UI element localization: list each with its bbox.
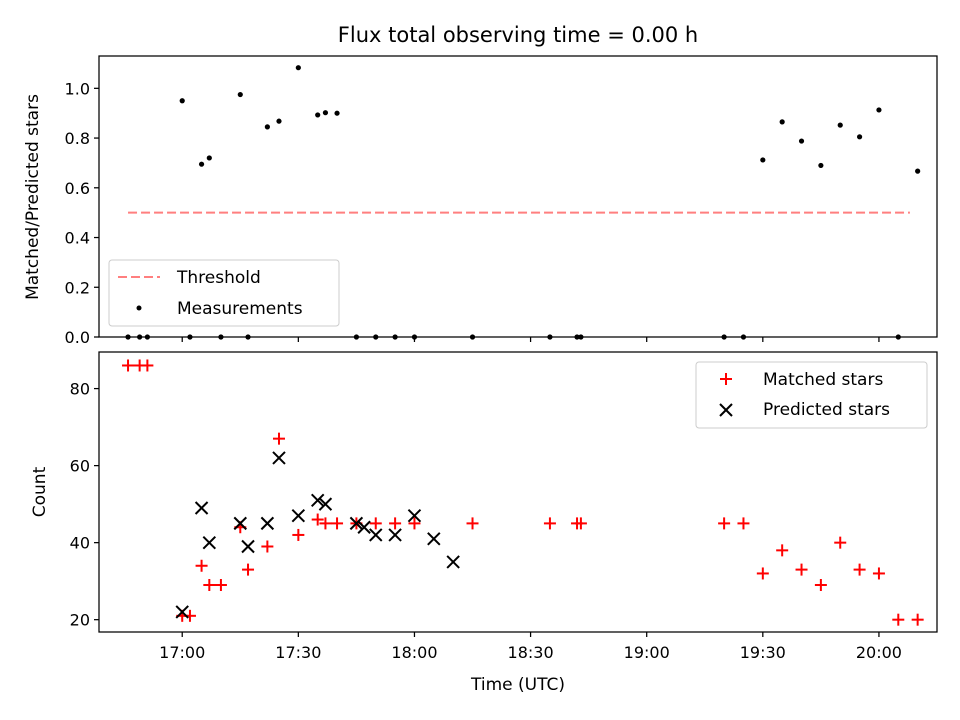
x-tick-label: 19:00 <box>624 643 670 662</box>
legend-predicted-swatch <box>719 403 733 417</box>
matched-point <box>911 613 924 626</box>
matched-point <box>214 579 227 592</box>
predicted-point <box>369 528 383 542</box>
measurement-point <box>322 110 329 116</box>
measurement-point <box>198 161 205 167</box>
predicted-point <box>407 508 422 523</box>
predicted-point <box>388 528 402 542</box>
legend-matched-swatch <box>720 373 732 385</box>
matched-point <box>331 517 344 530</box>
bottom-y-tick-label: 40 <box>70 534 90 553</box>
measurement-point <box>856 134 863 140</box>
x-tick-label: 19:30 <box>740 643 786 662</box>
matched-point <box>272 432 285 445</box>
measurement-point <box>334 110 340 116</box>
measurement-point <box>837 122 843 128</box>
legend-measurements-label: Measurements <box>177 299 303 319</box>
predicted-point <box>318 497 333 511</box>
top-panel: 0.0 0.2 0.4 0.6 0.8 1.0 Matched/Predicted sta… <box>23 55 938 347</box>
top-y-axis-label: Matched/Predicted stars <box>23 94 43 300</box>
matched-point <box>574 517 587 530</box>
legend-threshold-label: Threshold <box>176 268 261 288</box>
measurement-point <box>315 112 321 118</box>
predicted-point <box>310 493 325 507</box>
predicted-point <box>291 508 306 523</box>
top-y-tick-label: 0.4 <box>65 229 90 248</box>
x-tick-label: 17:00 <box>159 643 205 662</box>
bottom-legend: Matched stars Predicted stars <box>695 361 928 429</box>
measurement-point <box>915 168 921 174</box>
bottom-panel: 17:00 17:30 18:00 18:30 19:00 19:30 20:00 20 40 6… <box>30 351 938 695</box>
matched-point <box>319 517 332 530</box>
predicted-point <box>175 605 189 619</box>
matched-point <box>122 359 135 372</box>
matched-point <box>466 517 479 530</box>
bottom-frame <box>98 351 938 633</box>
matched-point <box>242 563 255 576</box>
matched-point <box>141 359 154 372</box>
matched-point <box>834 536 847 549</box>
matched-point <box>776 544 789 557</box>
matched-point <box>814 579 827 592</box>
matched-point <box>872 567 885 580</box>
measurement-point <box>876 107 882 113</box>
matched-point <box>261 540 274 553</box>
legend-measurements-swatch <box>136 305 142 311</box>
predicted-point <box>241 539 255 554</box>
matched-point <box>853 563 866 576</box>
matched-point <box>795 563 808 576</box>
x-tick-label: 18:00 <box>391 643 437 662</box>
bottom-y-axis-label: Count <box>30 466 50 517</box>
matched-point <box>389 517 402 530</box>
x-tick-label: 18:30 <box>508 643 554 662</box>
predicted-point <box>357 520 371 534</box>
legend-matched-label: Matched stars <box>763 370 883 390</box>
predicted-point <box>202 535 217 550</box>
measurement-point <box>179 98 185 104</box>
measurement-point <box>818 162 824 169</box>
matched-point <box>369 517 382 530</box>
measurement-point <box>798 138 805 144</box>
matched-point <box>718 517 731 530</box>
bottom-y-tick-label: 60 <box>70 457 90 476</box>
predicted-point <box>272 451 286 465</box>
top-frame <box>98 55 938 338</box>
matched-point <box>756 567 769 580</box>
legend-predicted-label: Predicted stars <box>763 400 890 420</box>
predicted-point <box>233 516 247 531</box>
matched-point <box>408 517 421 530</box>
top-y-tick-label: 0.2 <box>65 278 90 297</box>
top-y-tick-label: 0.0 <box>65 328 90 347</box>
matched-point <box>543 517 556 530</box>
predicted-point <box>427 532 441 546</box>
matched-point <box>195 559 208 572</box>
matched-point <box>311 513 324 526</box>
measurement-point <box>760 157 766 163</box>
x-tick-label: 20:00 <box>856 643 902 662</box>
predicted-point <box>194 501 209 515</box>
x-tick-label: 17:30 <box>275 643 321 662</box>
measurement-point <box>276 118 282 124</box>
matched-point <box>892 613 905 626</box>
x-axis-label: Time (UTC) <box>470 675 565 695</box>
bottom-y-tick-label: 80 <box>70 380 90 399</box>
predicted-point <box>260 516 275 531</box>
matched-point <box>292 528 305 541</box>
top-legend: Threshold Measurements <box>108 259 340 327</box>
measurement-point <box>237 91 243 98</box>
matched-point <box>203 579 216 592</box>
measurement-point <box>779 119 785 125</box>
matched-point <box>737 517 750 530</box>
measurement-point <box>295 65 301 71</box>
top-y-tick-label: 0.8 <box>65 129 90 148</box>
chart-title: Flux total observing time = 0.00 h <box>338 23 698 47</box>
predicted-point <box>446 555 460 569</box>
bottom-y-tick-label: 20 <box>70 611 90 630</box>
top-y-tick-label: 0.6 <box>65 179 90 198</box>
predicted-point <box>349 516 364 531</box>
measurement-point <box>264 124 270 130</box>
measurement-point <box>206 155 212 161</box>
top-y-tick-label: 1.0 <box>65 79 90 98</box>
